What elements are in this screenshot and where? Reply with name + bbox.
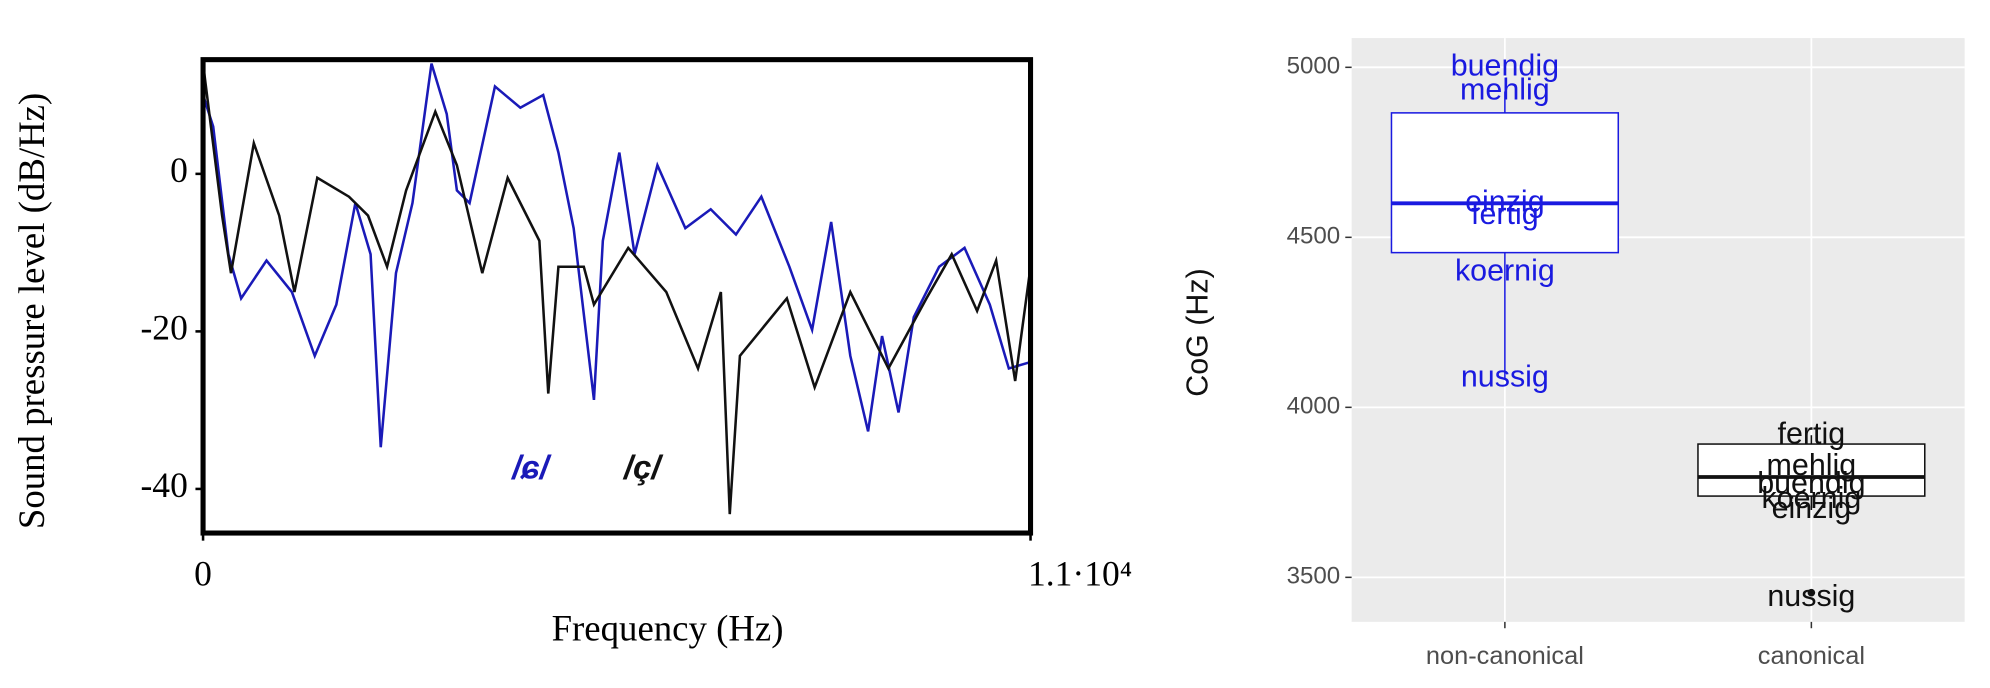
y-tick-label: -40 (140, 465, 187, 505)
y-tick-label: 4000 (1287, 393, 1341, 420)
y-axis-label: Sound pressure level (dB/Hz) (11, 93, 52, 529)
box (1697, 443, 1926, 497)
point-label: fertig (1778, 416, 1846, 450)
point-label: mehlig (1460, 73, 1550, 107)
point-label: buendig (1757, 466, 1865, 500)
point-label: nussig (1767, 579, 1855, 613)
y-tick-label: 0 (170, 150, 188, 190)
point-label: koernig (1761, 481, 1861, 515)
series-label: /ç/ (622, 448, 665, 485)
y-tick-label: 5000 (1287, 53, 1341, 80)
y-tick-label: 3500 (1287, 563, 1341, 590)
point-label: fertig (1471, 197, 1539, 231)
point-label: mehlig (1767, 448, 1857, 482)
point-label: einzig (1465, 184, 1545, 218)
outlier (1807, 588, 1816, 597)
plot-frame (200, 57, 1034, 536)
series-label: /ɕ/ (510, 448, 553, 485)
x-tick-label: canonical (1758, 642, 1865, 670)
box (1390, 112, 1620, 254)
x-tick-label: 0 (194, 554, 212, 594)
point-label: einzig (1772, 491, 1852, 525)
point-label: koernig (1455, 254, 1555, 288)
x-tick-label: non-canonical (1426, 642, 1584, 670)
x-tick-label: 1.1·10⁴ (1028, 554, 1132, 594)
x-axis-label: Frequency (Hz) (552, 607, 784, 648)
spectrum-line (201, 63, 1032, 515)
point-label: nussig (1461, 359, 1549, 393)
point-label: buendig (1451, 48, 1559, 82)
y-tick-label: 4500 (1287, 223, 1341, 250)
y-tick-label: -20 (140, 308, 187, 348)
y-axis-label: CoG (Hz) (1180, 268, 1214, 397)
